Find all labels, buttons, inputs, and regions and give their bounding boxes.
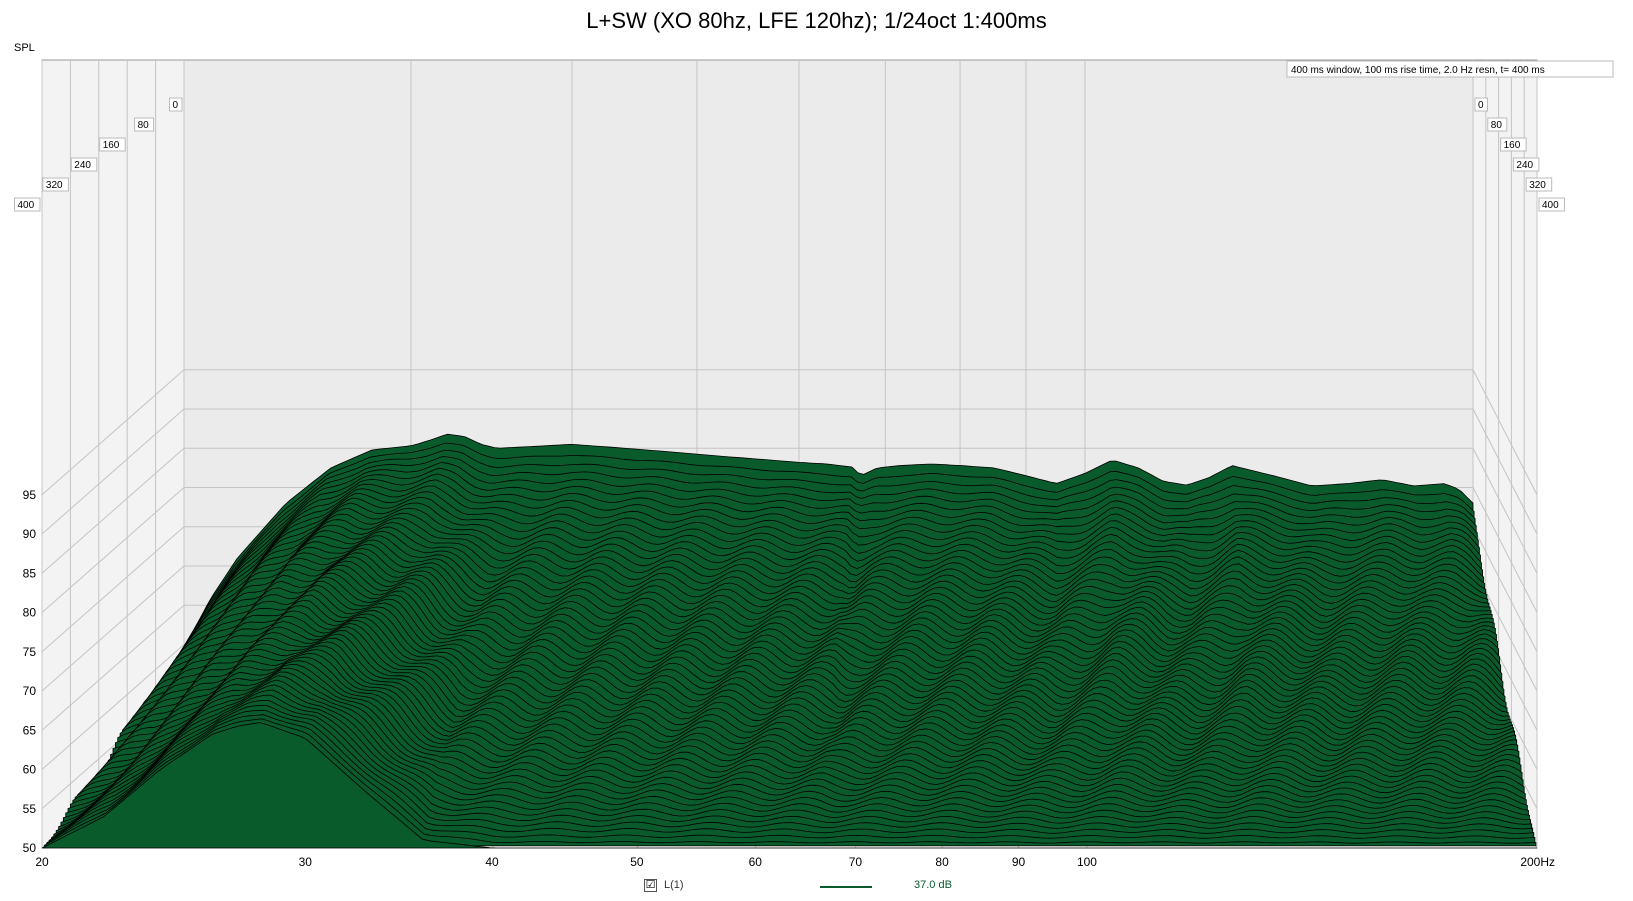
x-tick-label: 90 (1012, 855, 1026, 869)
x-tick-label: 20 (35, 855, 49, 869)
time-tick-label-right: 240 (1516, 160, 1533, 171)
y-tick-label: 90 (23, 527, 37, 541)
time-tick-box-right (1525, 177, 1553, 192)
time-tick-box-left (42, 177, 69, 192)
y-gridline-left (41, 644, 185, 770)
y-tick-label: 80 (23, 606, 37, 620)
y-axis-label: SPL (14, 42, 35, 54)
legend: ☑ L(1) 37.0 dB (644, 878, 1004, 896)
time-tick-label-left: 0 (173, 100, 179, 111)
time-tick-label-right: 400 (1542, 200, 1559, 211)
x-tick-label: 80 (935, 855, 949, 869)
x-tick-label: 60 (749, 855, 763, 869)
y-gridline-left (41, 604, 185, 731)
x-tick-label: 50 (630, 855, 644, 869)
y-gridline-left (41, 565, 185, 692)
time-tick-box-right (1538, 197, 1565, 212)
y-gridline-right (1472, 408, 1538, 535)
x-tick-label: 30 (299, 855, 313, 869)
y-tick-label: 85 (23, 566, 37, 580)
y-gridline-left (41, 408, 185, 535)
annotation-frame (1286, 60, 1614, 78)
x-tick-labels: 20 30 40 50 60 70 80 90 100 200Hz (35, 855, 1555, 869)
time-tick-label-left: 320 (46, 180, 63, 191)
waterfall-slices (41, 433, 1537, 849)
chart-title: L+SW (XO 80hz, LFE 120hz); 1/24oct 1:400… (586, 8, 1047, 33)
annotation-box: 400 ms window, 100 ms rise time, 2.0 Hz … (1286, 60, 1614, 78)
legend-series-name: L(1) (664, 879, 684, 891)
time-tick-label-left: 240 (74, 160, 91, 171)
time-tick-box-right (1512, 157, 1540, 172)
y-gridline-right (1472, 487, 1538, 613)
time-tick-box-left (70, 157, 98, 172)
legend-checkbox[interactable]: ☑ (644, 879, 657, 892)
legend-value: 37.0 dB (914, 879, 952, 891)
waterfall-slice (58, 689, 1530, 834)
time-tick-box-left (14, 197, 41, 212)
y-tick-label: 95 (23, 488, 37, 502)
y-tick-label: 65 (23, 723, 37, 737)
x-tick-label: 200Hz (1520, 855, 1555, 869)
x-tick-label: 40 (485, 855, 499, 869)
time-tick-label-right: 320 (1529, 180, 1546, 191)
y-tick-label: 75 (23, 645, 37, 659)
y-tick-label: 60 (23, 763, 37, 777)
x-tick-label: 100 (1077, 855, 1097, 869)
y-gridline-left (41, 526, 185, 653)
time-tick-label-right: 0 (1478, 100, 1484, 111)
time-tick-label-left: 400 (18, 200, 35, 211)
time-tick-box-right (1474, 97, 1488, 112)
waterfall-slice (55, 694, 1531, 836)
x-tick-label: 70 (849, 855, 863, 869)
y-gridline-right (1472, 448, 1538, 574)
y-tick-label: 55 (23, 802, 37, 816)
waterfall-slice (41, 722, 1537, 849)
annotation-text: 400 ms window, 100 ms rise time, 2.0 Hz … (1291, 65, 1545, 76)
time-tick-box-right (1487, 117, 1508, 132)
y-tick-labels: 50 55 60 65 70 75 80 85 90 95 (23, 488, 37, 855)
y-gridline-right (1472, 369, 1538, 495)
y-gridline-left (41, 369, 185, 496)
time-tick-box-left (134, 117, 155, 132)
y-tick-label: 50 (23, 841, 37, 855)
time-tick-label-right: 80 (1491, 120, 1503, 131)
legend-line-swatch (820, 886, 872, 888)
time-tick-label-left: 160 (103, 140, 120, 151)
time-tick-box-right (1500, 137, 1527, 152)
y-gridline-right (1472, 526, 1538, 652)
time-tick-label-right: 160 (1504, 140, 1521, 151)
time-tick-label-left: 80 (138, 120, 150, 131)
y-gridline-left (41, 447, 185, 574)
time-tick-box-left (99, 137, 126, 152)
y-tick-label: 70 (23, 684, 37, 698)
time-tick-box-left (169, 97, 183, 112)
y-gridline-left (41, 487, 185, 613)
left-wall (42, 60, 184, 848)
